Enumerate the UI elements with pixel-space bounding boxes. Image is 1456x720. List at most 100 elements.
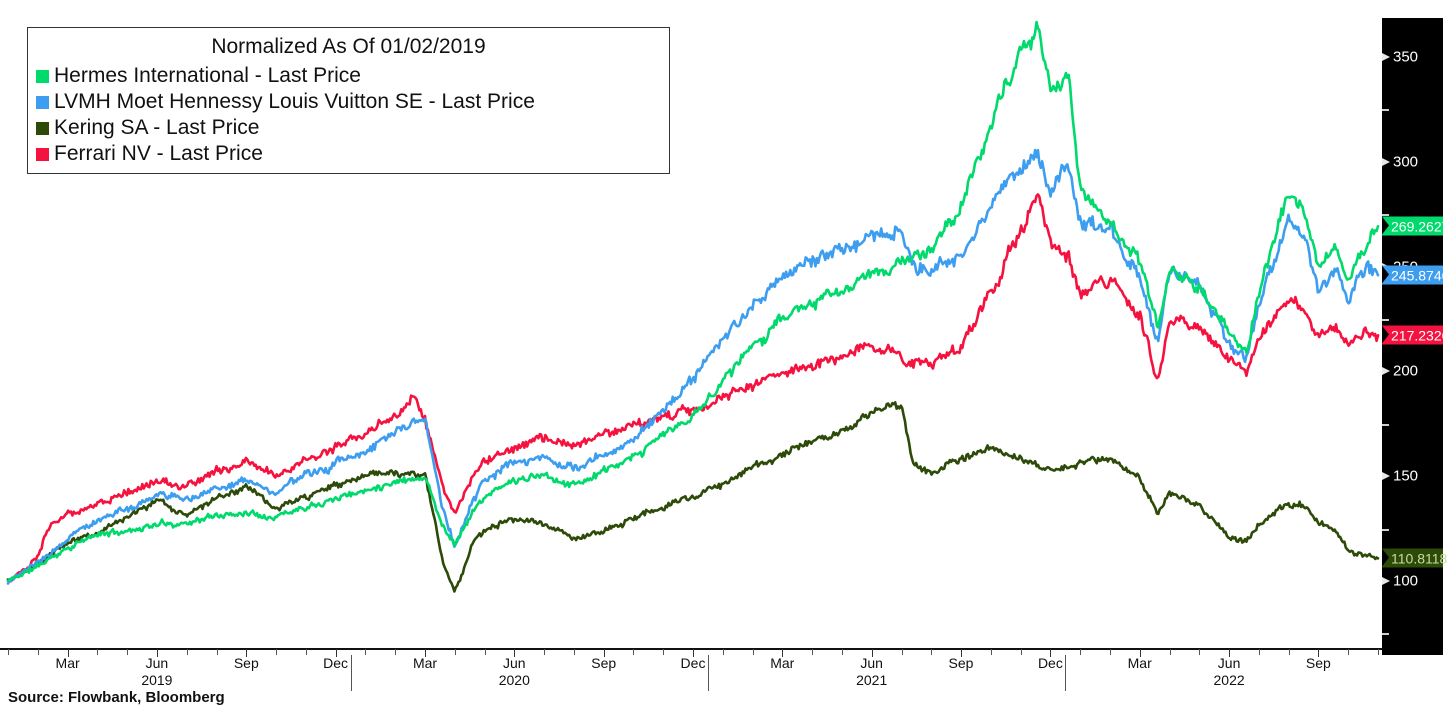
price-axis-label: 200: [1393, 362, 1419, 380]
x-axis-major-tick: [246, 649, 248, 657]
x-axis-minor-tick: [216, 649, 218, 655]
x-axis-minor-tick: [663, 649, 665, 655]
price-tag-notch-icon: [1382, 548, 1389, 567]
x-axis-major-tick: [603, 649, 605, 657]
price-axis-tick-arrow: [1382, 53, 1390, 61]
price-axis-tick-arrow: [1382, 472, 1390, 481]
x-axis-minor-tick: [1348, 649, 1350, 655]
price-axis-label: 100: [1393, 572, 1419, 590]
x-axis-year-label: 2022: [1213, 672, 1245, 688]
price-tag-ferrari[interactable]: 217.2326: [1382, 325, 1449, 345]
x-axis-year-label: 2021: [856, 672, 888, 688]
x-axis-major-tick: [425, 649, 426, 657]
x-axis-month-label: Dec: [323, 655, 349, 671]
x-axis-major-tick: [1229, 649, 1231, 657]
price-tag-value: 269.2627: [1391, 218, 1450, 235]
price-tag-lvmh[interactable]: 245.8746: [1382, 265, 1449, 285]
x-axis-minor-tick: [97, 649, 99, 655]
x-axis-month-label: Mar: [770, 655, 795, 671]
series-line-lvmh: [6, 148, 1380, 585]
x-axis-year-separator: [707, 655, 709, 691]
x-axis-major-tick: [514, 649, 516, 657]
x-axis-minor-tick: [186, 649, 188, 655]
x-axis-minor-tick: [1020, 649, 1022, 655]
x-axis-minor-tick: [454, 649, 456, 655]
series-line-hermes: [6, 20, 1380, 583]
x-axis-minor-tick: [1080, 649, 1082, 655]
x-axis-minor-tick: [931, 649, 933, 655]
series-line-ferrari: [6, 193, 1380, 583]
x-axis-minor-tick: [544, 649, 546, 655]
legend-swatch-ferrari: [36, 147, 49, 161]
price-tag-notch-icon: [1382, 265, 1389, 284]
x-axis-major-tick: [335, 649, 337, 657]
x-axis-minor-tick: [1110, 649, 1111, 655]
price-tag-value: 110.8118: [1391, 550, 1448, 567]
price-tag-value: 217.2326: [1391, 327, 1450, 344]
x-axis-major-tick: [871, 649, 873, 657]
legend-item-lvmh: LVMH Moet Hennessy Louis Vuitton SE - La…: [28, 89, 669, 115]
price-tag-value: 245.8746: [1391, 267, 1450, 284]
x-axis-minor-tick: [8, 649, 9, 655]
x-axis-year-label: 2019: [141, 672, 173, 688]
legend-title: Normalized As Of 01/02/2019: [211, 35, 486, 58]
x-axis-minor-tick: [37, 649, 39, 655]
legend-item-kering: Kering SA - Last Price: [28, 115, 669, 141]
price-axis-minor-tick: [1382, 633, 1389, 636]
x-axis-month-label: Sep: [948, 655, 974, 671]
x-axis-month-label: Jun: [503, 655, 526, 671]
x-axis-minor-tick: [812, 649, 814, 655]
x-axis-month-label: Dec: [1037, 655, 1063, 671]
x-axis-year-separator: [350, 655, 352, 691]
legend: Normalized As Of 01/02/2019 Hermes Inter…: [27, 27, 670, 175]
price-axis-tick-arrow: [1382, 367, 1390, 376]
x-axis-month-label: Mar: [412, 655, 438, 671]
x-axis-minor-tick: [722, 649, 724, 655]
x-axis-month-label: Dec: [680, 655, 706, 671]
price-axis-minor-tick: [1382, 423, 1389, 426]
legend-label-ferrari: Ferrari NV - Last Price: [54, 142, 263, 166]
x-axis-major-tick: [1050, 649, 1052, 657]
price-tag-hermes[interactable]: 269.2627: [1382, 216, 1449, 236]
x-axis-month-label: Mar: [55, 655, 80, 671]
x-axis-minor-tick: [365, 649, 367, 655]
price-axis-tick-arrow: [1382, 577, 1390, 585]
price-axis-minor-tick: [1382, 109, 1389, 112]
x-axis-minor-tick: [633, 649, 635, 655]
x-axis-major-tick: [961, 649, 962, 657]
price-tag-notch-icon: [1382, 325, 1389, 344]
legend-swatch-kering: [36, 121, 49, 135]
legend-label-hermes: Hermes International - Last Price: [54, 64, 361, 88]
price-axis-tick-arrow: [1382, 157, 1390, 166]
x-axis-minor-tick: [901, 649, 903, 655]
x-axis-major-tick: [156, 649, 158, 657]
x-axis-major-tick: [1318, 649, 1320, 657]
x-axis-major-tick: [693, 649, 694, 657]
price-axis[interactable]: 350300250200150100269.2627245.8746217.23…: [1382, 18, 1449, 655]
legend-label-lvmh: LVMH Moet Hennessy Louis Vuitton SE - La…: [54, 90, 535, 114]
x-axis-minor-tick: [1199, 649, 1201, 655]
price-tag-kering[interactable]: 110.8118: [1382, 548, 1447, 568]
legend-label-kering: Kering SA - Last Price: [54, 116, 260, 140]
legend-item-ferrari: Ferrari NV - Last Price: [28, 141, 669, 167]
x-axis-major-tick: [67, 649, 69, 657]
x-axis-year-label: 2020: [498, 672, 530, 688]
legend-swatch-hermes: [36, 69, 49, 83]
legend-item-hermes: Hermes International - Last Price: [28, 63, 669, 89]
legend-swatch-lvmh: [36, 95, 49, 109]
x-axis-minor-tick: [484, 649, 486, 655]
price-tag-notch-icon: [1382, 216, 1389, 235]
x-axis-minor-tick: [395, 649, 397, 655]
x-axis-minor-tick: [841, 649, 843, 655]
source-caption: Source: Flowbank, Bloomberg: [8, 689, 225, 706]
x-axis-month-label: Jun: [1217, 655, 1241, 671]
x-axis-minor-tick: [573, 649, 575, 655]
price-axis-label: 300: [1393, 153, 1419, 171]
x-axis-minor-tick: [1288, 649, 1290, 655]
x-axis-line: [0, 648, 1382, 650]
price-axis-label: 350: [1393, 48, 1419, 66]
x-axis-minor-tick: [1378, 649, 1379, 655]
